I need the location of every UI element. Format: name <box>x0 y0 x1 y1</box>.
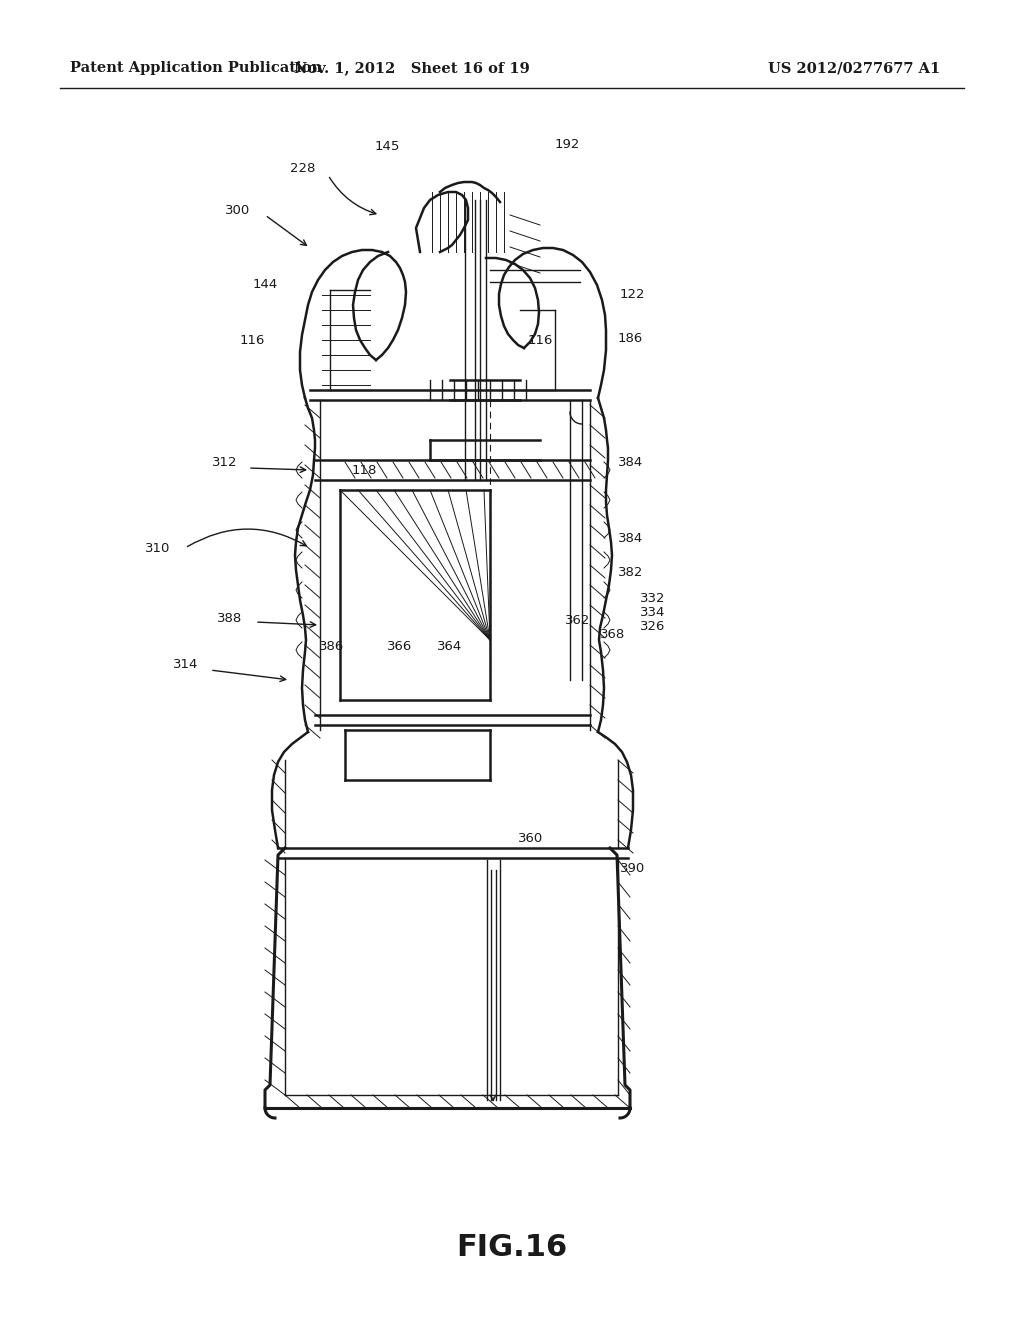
Text: 186: 186 <box>618 331 643 345</box>
Text: 332: 332 <box>640 591 666 605</box>
Text: FIG.16: FIG.16 <box>457 1233 567 1262</box>
Text: 116: 116 <box>528 334 553 346</box>
Text: 326: 326 <box>640 620 666 634</box>
Text: 366: 366 <box>387 640 413 653</box>
Text: Patent Application Publication: Patent Application Publication <box>70 61 322 75</box>
Text: 314: 314 <box>173 659 198 672</box>
Text: 390: 390 <box>620 862 645 874</box>
Text: 144: 144 <box>253 279 278 292</box>
Text: 312: 312 <box>212 455 237 469</box>
Text: 360: 360 <box>518 832 544 845</box>
Text: 228: 228 <box>290 161 315 174</box>
Text: 192: 192 <box>555 139 581 152</box>
Text: 122: 122 <box>620 289 645 301</box>
Text: 116: 116 <box>240 334 265 346</box>
Text: 384: 384 <box>618 455 643 469</box>
Text: 362: 362 <box>565 614 591 627</box>
Text: 300: 300 <box>224 203 250 216</box>
Text: 368: 368 <box>600 628 626 642</box>
Text: US 2012/0277677 A1: US 2012/0277677 A1 <box>768 61 940 75</box>
Text: 118: 118 <box>352 463 378 477</box>
Text: 310: 310 <box>144 541 170 554</box>
Text: 382: 382 <box>618 565 643 578</box>
Text: 384: 384 <box>618 532 643 544</box>
Text: 145: 145 <box>375 140 400 153</box>
Text: 334: 334 <box>640 606 666 619</box>
Text: Nov. 1, 2012   Sheet 16 of 19: Nov. 1, 2012 Sheet 16 of 19 <box>294 61 529 75</box>
Text: 388: 388 <box>217 611 242 624</box>
Text: 364: 364 <box>437 640 463 653</box>
Text: 386: 386 <box>319 640 345 653</box>
